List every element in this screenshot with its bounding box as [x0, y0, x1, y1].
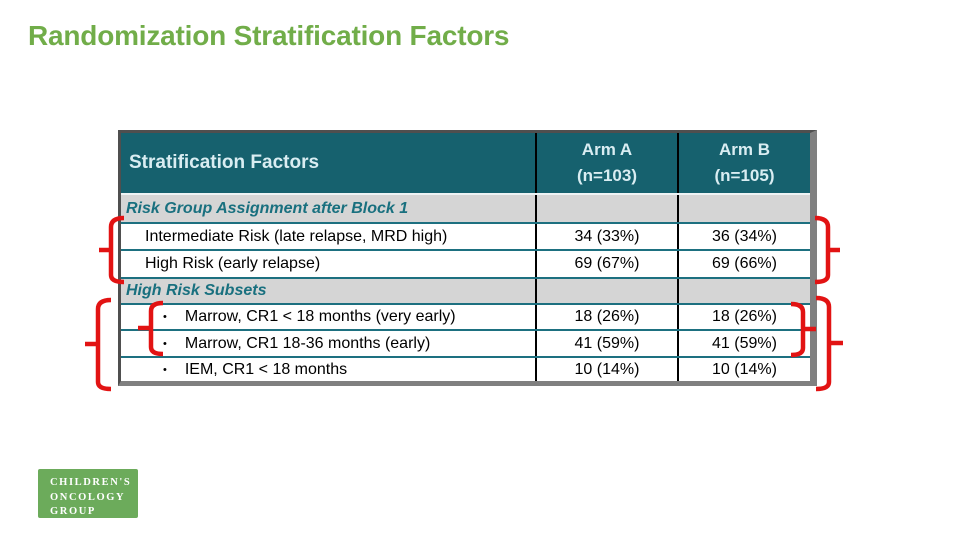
slide-title: Randomization Stratification Factors: [28, 20, 510, 51]
section-row-high-risk-subsets: High Risk Subsets: [121, 279, 810, 305]
section-label: Risk Group Assignment after Block 1: [126, 199, 409, 217]
red-brace-left-subsets-outer: [85, 297, 112, 392]
red-brace-right-risk-group: [814, 215, 840, 285]
arm-b-cell: [677, 195, 810, 222]
section-row-risk-group: Risk Group Assignment after Block 1: [121, 195, 810, 224]
arm-a-cell: [535, 195, 677, 222]
arm-a-cell: 34 (33%): [535, 224, 677, 249]
arm-b-cell: 69 (66%): [677, 251, 810, 277]
arm-b-cell: 10 (14%): [677, 358, 810, 381]
table-header-row: Stratification Factors Arm A (n=103) Arm…: [121, 133, 810, 195]
row-label-with-bullet: • Marrow, CR1 < 18 months (very early): [121, 305, 535, 329]
header-factors-label: Stratification Factors: [129, 152, 320, 173]
bullet-row-marrow-very-early: • Marrow, CR1 < 18 months (very early) 1…: [121, 305, 810, 331]
row-label: Marrow, CR1 < 18 months (very early): [184, 308, 456, 325]
red-brace-right-marrow-inner: [790, 301, 816, 358]
data-row-intermediate-risk: Intermediate Risk (late relapse, MRD hig…: [121, 224, 810, 251]
arm-a-cell: 69 (67%): [535, 251, 677, 277]
bullet-icon: •: [163, 337, 167, 350]
arm-b-cell: 18 (26%): [677, 305, 810, 329]
header-arm-b: Arm B (n=105): [677, 133, 810, 193]
red-brace-left-risk-group: [99, 215, 125, 285]
red-brace-left-marrow-inner: [138, 300, 164, 357]
logo-text-line2: ONCOLOGY: [50, 491, 126, 503]
arm-b-name: Arm B: [718, 140, 770, 159]
arm-a-cell: 41 (59%): [535, 331, 677, 356]
row-label: Marrow, CR1 18-36 months (early): [184, 334, 431, 352]
bullet-icon: •: [163, 311, 167, 323]
bullet-icon: •: [163, 363, 167, 376]
row-label: Intermediate Risk (late relapse, MRD hig…: [145, 227, 448, 245]
arm-a-cell: 18 (26%): [535, 305, 677, 329]
header-arm-a: Arm A (n=103): [535, 133, 677, 193]
bullet-row-iem: • IEM, CR1 < 18 months 10 (14%) 10 (14%): [121, 358, 810, 381]
bullet-row-marrow-early: • Marrow, CR1 18-36 months (early) 41 (5…: [121, 331, 810, 358]
arm-b-cell: 41 (59%): [677, 331, 810, 356]
arm-a-name: Arm A: [581, 140, 633, 159]
arm-b-cell: [677, 279, 810, 303]
arm-a-cell: 10 (14%): [535, 358, 677, 381]
section-label: High Risk Subsets: [126, 282, 267, 299]
row-label: IEM, CR1 < 18 months: [184, 360, 348, 378]
stratification-table: Stratification Factors Arm A (n=103) Arm…: [118, 130, 817, 386]
arm-a-count: (n=103): [577, 166, 637, 185]
logo-text-line1: CHILDREN'S: [50, 477, 132, 488]
arm-b-cell: 36 (34%): [677, 224, 810, 249]
logo-text-line3: GROUP: [50, 506, 96, 517]
row-label: High Risk (early relapse): [145, 255, 321, 272]
cog-logo: CHILDREN'S ONCOLOGY GROUP: [38, 469, 138, 518]
arm-a-cell: [535, 279, 677, 303]
row-label-with-bullet: • IEM, CR1 < 18 months: [121, 358, 535, 381]
row-label-with-bullet: • Marrow, CR1 18-36 months (early): [121, 331, 535, 356]
arm-b-count: (n=105): [714, 166, 775, 185]
red-brace-right-subsets-outer: [815, 295, 843, 392]
data-row-high-risk: High Risk (early relapse) 69 (67%) 69 (6…: [121, 251, 810, 279]
